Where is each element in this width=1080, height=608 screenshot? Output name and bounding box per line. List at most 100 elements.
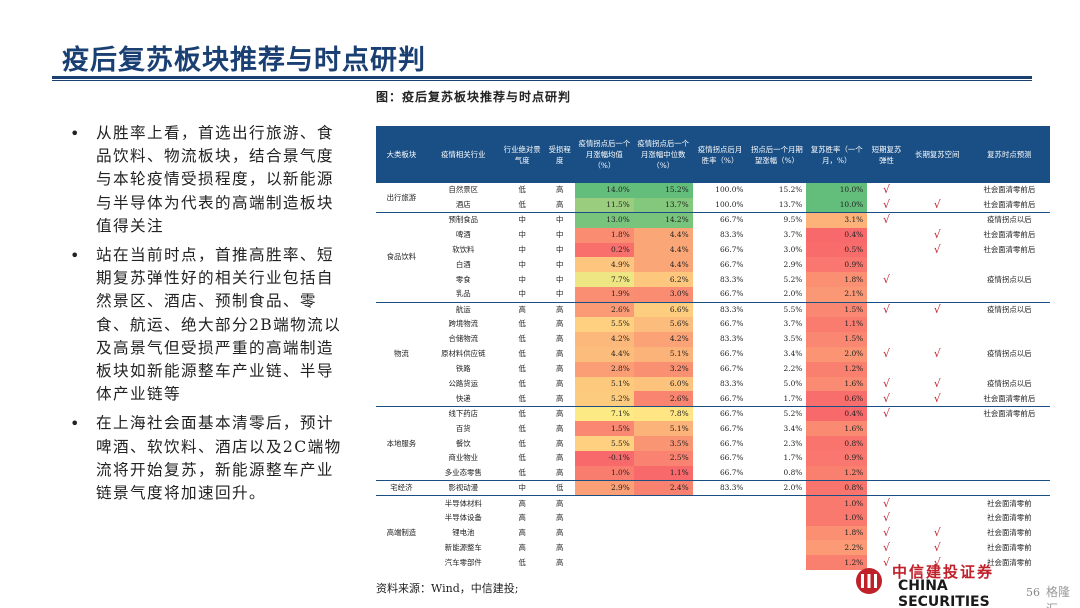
short-check-cell: √ [867,495,906,511]
mean-cell: 7.7% [574,272,634,288]
recovery-cell: 1.5% [806,331,868,347]
industry-cell: 新能源整车 [444,542,482,552]
expect-cell: 5.2% [783,274,803,284]
table-row: 公路货运 低 高 5.1% 6.0% 83.3% 5.0% 1.6% √ √ 疫情拐点以后 [376,376,1050,392]
winrate-cell: 66.7% [719,349,744,359]
industry-cell: 软饮料 [452,245,475,254]
winrate-cell: 66.7% [719,364,744,374]
recovery-cell: 2.0% [806,346,868,362]
boom-cell: 中 [499,212,545,228]
winrate-cell: 66.7% [719,393,744,403]
recovery-cell: 1.1% [806,317,868,332]
short-check-cell [867,332,906,347]
table-row: 百货 低 高 1.5% 5.1% 66.7% 3.4% 1.6% [376,421,1050,437]
group-cell: 本地服务 [376,405,427,481]
industry-cell: 百货 [455,423,471,433]
damage-cell: 中 [556,259,564,269]
title-underline-thin [52,80,1032,81]
median-cell: 13.7% [633,197,693,213]
median-cell: 4.4% [633,242,693,258]
boom-cell: 高 [518,528,526,538]
short-check-cell: √ [867,212,906,228]
industry-cell: 航运 [426,301,500,318]
table-row: 餐饮 低 高 5.5% 3.5% 66.7% 2.3% 0.8% [376,436,1050,452]
short-check-cell: √ [882,198,890,212]
boom-cell: 高 [518,513,526,523]
header-cell: 复苏时点预测 [968,126,1050,183]
damage-cell: 中 [556,289,564,299]
table-row: 出行旅游 自然景区低高 14.0% 15.2% 100.0% 15.2% 10.0% √ 社会面… [376,183,1050,202]
damage-cell: 中 [544,212,575,228]
table-row: 高端制造 半导体材料高高 1.0% √ 社会面清零前 [376,495,1050,571]
timing-cell: 社会面清零前 [987,528,1032,538]
damage-cell: 高 [544,301,575,318]
mean-cell: 4.2% [574,331,634,347]
winrate-cell: 66.7% [719,423,744,433]
boom-cell: 高 [518,542,526,552]
median-cell [634,540,693,555]
median-cell: 4.2% [633,331,693,347]
table-row: 乳品 中 中 1.9% 3.0% 66.7% 2.0% 2.1% [376,287,1050,303]
recovery-cell: 1.8% [806,272,868,288]
mean-cell [575,526,634,541]
damage-cell: 高 [556,200,564,210]
industry-cell: 快递 [455,393,471,403]
winrate-cell: 83.3% [719,334,744,344]
expect-cell: 1.7% [783,453,803,463]
mean-cell: 1.9% [574,287,634,303]
industry-cell: 跨境物流 [448,319,479,329]
damage-cell: 中 [556,274,564,284]
boom-cell: 低 [518,423,526,433]
long-check-cell: √ [933,198,941,212]
boom-cell: 中 [518,245,526,254]
expect-cell: 13.7% [778,200,803,210]
recovery-cell: 0.9% [806,257,868,273]
long-check-cell [906,511,969,526]
long-check-cell [906,451,969,466]
damage-cell: 高 [556,185,564,195]
short-check-cell: √ [882,540,890,554]
table-row: 物流 航运高高 2.6% 6.6% 83.3% 5.5% 1.5% √ √ 疫情拐点以后 [376,301,1050,407]
long-check-cell [906,183,969,198]
short-check-cell [867,436,906,451]
long-check-cell [906,317,969,332]
expect-cell: 9.5% [747,212,807,228]
header-cell: 疫情相关行业 [426,126,500,183]
bullet-icon: • [70,414,80,434]
median-cell [633,495,693,511]
mean-cell: 5.1% [574,376,634,392]
timing-cell: 疫情拐点以后 [968,301,1050,318]
winrate-cell: 83.3% [692,301,748,318]
median-cell: 2.5% [633,451,693,466]
damage-cell: 高 [556,542,564,552]
watermark: 格隆汇 [1046,585,1071,608]
group-cell: 出行旅游 [386,192,417,202]
boom-cell: 低 [518,334,526,344]
header-cell: 长期复苏空间 [905,126,969,183]
long-check-cell: √ [933,540,941,554]
timing-cell: 疫情拐点以后 [987,274,1032,284]
damage-cell: 高 [556,557,564,567]
table-row: 汽车零部件 低 高 1.2% √ √ 社会面清零前 [376,555,1050,571]
table-row: 多业态零售 低 高 1.0% 1.1% 66.7% 0.8% 1.2% [376,465,1050,481]
table-row: 白酒 中 中 4.9% 4.4% 66.7% 2.9% 0.9% [376,257,1050,273]
expect-cell: 3.4% [783,423,803,433]
winrate-cell: 66.7% [692,212,748,228]
header-cell: 疫情拐点后一个月涨幅中位数（%） [633,126,693,183]
header-cell: 大类板块 [376,126,427,183]
expect-cell: 3.4% [783,349,803,359]
boom-cell: 低 [518,468,526,478]
header-cell: 疫情拐点后一个月涨幅均值（%） [574,126,634,183]
recovery-cell: 1.8% [806,525,868,541]
damage-cell: 高 [556,319,564,329]
timing-cell: 社会面清零前后 [983,245,1036,254]
boom-cell: 低 [518,319,526,329]
bullet-item: • 从胜率上看，首选出行旅游、食品饮料、物流板块，结合景气度与本轮疫情受损程度，… [70,122,350,238]
timing-cell [969,451,1050,466]
table-row: 锂电池 高 高 1.8% √ √ 社会面清零前 [376,525,1050,541]
short-check-cell: √ [882,511,890,525]
industry-cell: 多业态零售 [444,468,482,478]
logo-text: CHINA SECURITIES [898,578,990,608]
boom-cell: 高 [499,495,545,511]
median-cell: 6.0% [633,376,693,392]
